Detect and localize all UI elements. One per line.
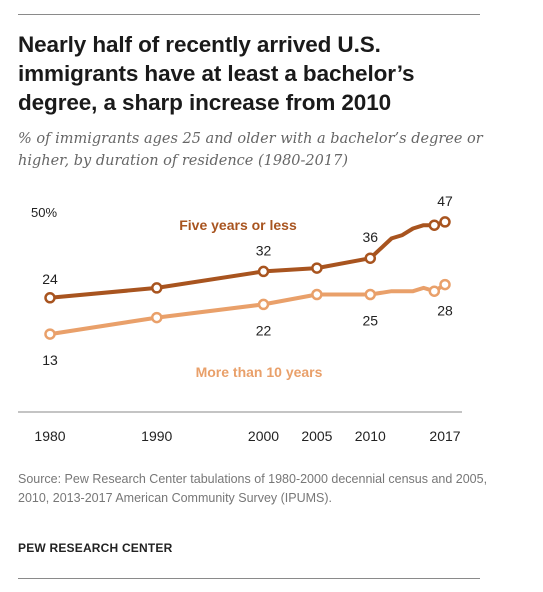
data-label-five-years-or-less-2000: 32 bbox=[256, 242, 272, 258]
x-tick-label-2000: 2000 bbox=[248, 428, 279, 444]
data-label-five-years-or-less-1980: 24 bbox=[42, 271, 58, 287]
marker-five-years-or-less-2000 bbox=[257, 265, 270, 278]
marker-five-years-or-less-2005 bbox=[311, 262, 323, 274]
source-note: Source: Pew Research Center tabulations … bbox=[18, 472, 488, 505]
marker-more-than-10-years-2017 bbox=[439, 278, 451, 291]
marker-five-years-or-less-2017 bbox=[439, 216, 451, 228]
series-label-more-than-10-years: More than 10 years bbox=[196, 364, 323, 380]
chart-title: Nearly half of recently arrived U.S. imm… bbox=[18, 32, 415, 115]
marker-five-years-or-less-2010 bbox=[364, 252, 377, 264]
marker-five-years-or-less-1990 bbox=[151, 282, 163, 294]
marker-five-years-or-less-1980 bbox=[44, 292, 56, 304]
marker-more-than-10-years-1980 bbox=[44, 328, 56, 340]
y-top-label: 50% bbox=[31, 205, 57, 220]
series-line-five-years-or-less bbox=[48, 219, 447, 300]
marker-more-than-10-years-2016 bbox=[428, 285, 441, 297]
x-tick-label-2010: 2010 bbox=[355, 428, 386, 444]
bottom-rule bbox=[18, 578, 480, 579]
marker-five-years-or-less-2016 bbox=[428, 219, 441, 231]
data-label-five-years-or-less-2017: 47 bbox=[437, 193, 453, 209]
top-rule bbox=[18, 14, 480, 15]
series-markers bbox=[44, 216, 451, 340]
series-label-five-years-or-less: Five years or less bbox=[179, 217, 297, 233]
chart-subtitle: % of immigrants ages 25 and older with a… bbox=[18, 131, 483, 169]
marker-more-than-10-years-1990 bbox=[151, 311, 163, 324]
marker-more-than-10-years-2010 bbox=[364, 288, 377, 301]
x-tick-label-2017: 2017 bbox=[429, 428, 460, 444]
data-labels: 24 32 36 47 13 22 25 28 bbox=[42, 193, 453, 368]
brand-name: PEW RESEARCH CENTER bbox=[18, 541, 173, 555]
data-label-more-than-10-years-2017: 28 bbox=[437, 303, 453, 319]
x-axis-tick-labels: 1980 1990 2000 2005 2010 2017 bbox=[34, 428, 460, 444]
x-tick-label-1990: 1990 bbox=[141, 428, 172, 444]
marker-more-than-10-years-2000 bbox=[257, 298, 270, 311]
x-tick-label-2005: 2005 bbox=[301, 428, 332, 444]
data-label-five-years-or-less-2010: 36 bbox=[362, 229, 378, 245]
x-tick-label-1980: 1980 bbox=[34, 428, 65, 444]
data-label-more-than-10-years-2000: 22 bbox=[256, 322, 272, 338]
marker-more-than-10-years-2005 bbox=[311, 288, 323, 301]
series-line-more-than-10-years bbox=[48, 282, 447, 337]
data-label-more-than-10-years-1980: 13 bbox=[42, 352, 58, 368]
data-label-more-than-10-years-2010: 25 bbox=[362, 313, 378, 329]
